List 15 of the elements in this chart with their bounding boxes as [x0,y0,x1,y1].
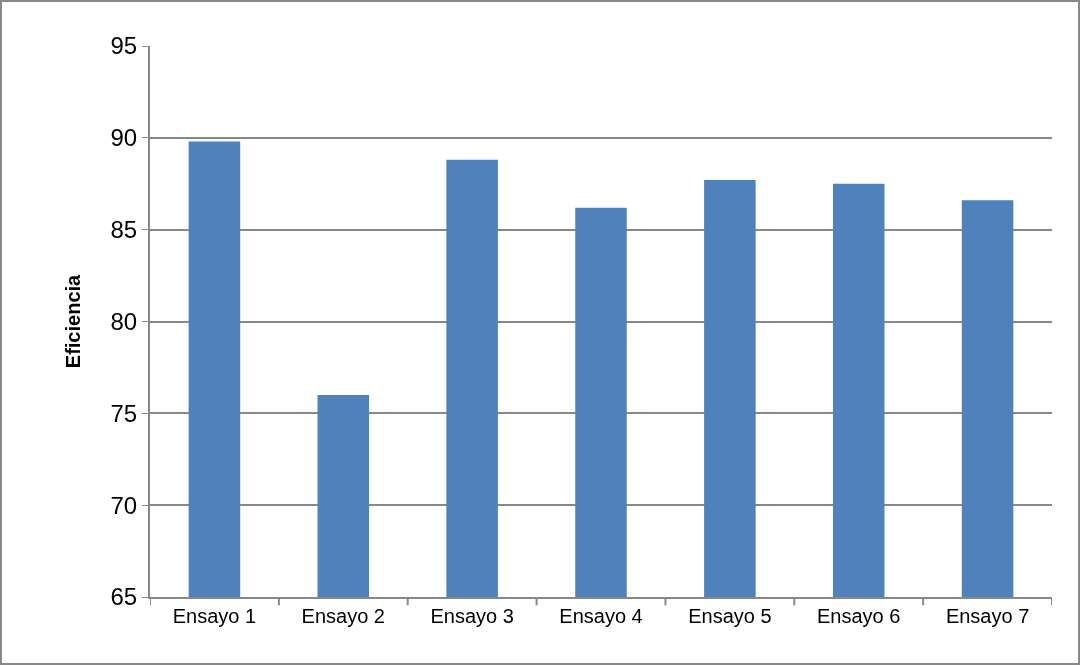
x-tick-label: Ensayo 1 [172,605,257,627]
x-tick-label: Ensayo 6 [817,605,901,627]
y-tick-label: 75 [110,399,138,427]
y-tick-label: 95 [110,32,138,60]
x-tick-label: Ensayo 7 [945,605,1030,627]
y-tick-label: 85 [110,216,138,244]
y-tick-label: 80 [110,307,138,335]
y-tick-label: 65 [110,583,138,611]
x-tick-label: Ensayo 4 [559,605,643,627]
x-tick-label: Ensayo 3 [430,605,514,627]
x-tick-label: Ensayo 5 [688,605,772,627]
y-tick-label: 90 [110,124,138,152]
y-tick-label: 70 [110,491,138,519]
x-tick-label: Ensayo 2 [301,605,385,627]
y-axis-title: Eficiencia [62,273,85,369]
